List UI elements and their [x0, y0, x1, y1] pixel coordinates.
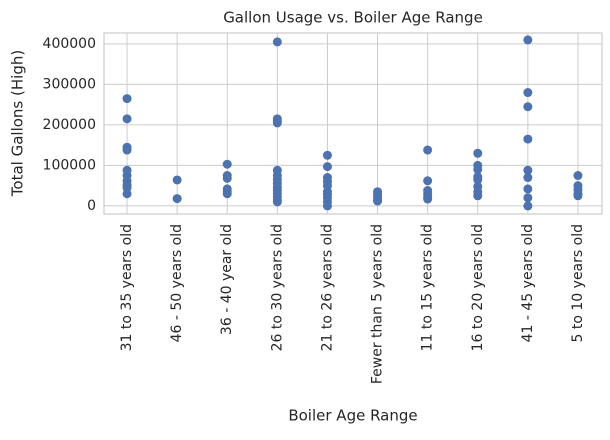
- scatter-point: [573, 191, 583, 201]
- scatter-point: [272, 37, 282, 47]
- scatter-point: [222, 159, 232, 169]
- y-tick-label: 100000: [43, 157, 96, 173]
- scatter-point: [523, 165, 533, 175]
- x-tick-label: 46 - 50 years old: [169, 224, 185, 342]
- scatter-point: [222, 189, 232, 199]
- x-tick-label: 21 to 26 years old: [319, 224, 335, 351]
- scatter-point: [423, 145, 433, 155]
- scatter-point: [573, 171, 583, 181]
- scatter-point: [122, 114, 132, 124]
- scatter-point: [172, 194, 182, 204]
- scatter-point: [272, 197, 282, 207]
- scatter-point: [473, 148, 483, 158]
- scatter-point: [172, 175, 182, 185]
- scatter-point: [523, 173, 533, 183]
- scatter-point: [122, 189, 132, 199]
- y-tick-label: 200000: [43, 117, 96, 133]
- scatter-point: [523, 102, 533, 112]
- scatter-point: [322, 150, 332, 160]
- scatter-point: [423, 194, 433, 204]
- y-axis-label: Total Gallons (High): [9, 50, 27, 197]
- scatter-point: [523, 88, 533, 98]
- x-tick-label: 16 to 20 years old: [470, 224, 486, 351]
- y-tick-label: 0: [87, 198, 96, 214]
- x-axis-label: Boiler Age Range: [288, 407, 417, 425]
- y-tick-label: 400000: [43, 36, 96, 52]
- scatter-point: [523, 184, 533, 194]
- scatter-point: [423, 176, 433, 186]
- scatter-point: [272, 118, 282, 128]
- scatter-point: [122, 145, 132, 155]
- chart-title: Gallon Usage vs. Boiler Age Range: [223, 9, 483, 27]
- scatter-point: [322, 201, 332, 211]
- x-tick-label: 31 to 35 years old: [119, 224, 135, 351]
- scatter-point: [122, 94, 132, 104]
- x-tick-label: 41 - 45 years old: [520, 224, 536, 342]
- scatter-point: [222, 173, 232, 183]
- x-tick-label: 5 to 10 years old: [570, 224, 586, 342]
- scatter-point: [473, 175, 483, 185]
- scatter-point: [523, 134, 533, 144]
- x-tick-label: 11 to 15 years old: [420, 224, 436, 351]
- scatter-point: [473, 191, 483, 201]
- x-tick-label: Fewer than 5 years old: [370, 224, 386, 384]
- x-tick-label: 36 - 40 year old: [219, 224, 235, 335]
- scatter-point: [523, 201, 533, 211]
- scatter-point: [322, 162, 332, 172]
- scatter-point: [523, 193, 533, 203]
- scatter-point: [473, 164, 483, 174]
- plot-area: [103, 32, 603, 215]
- scatter-point: [523, 35, 533, 45]
- scatter-point: [373, 196, 383, 206]
- x-tick-label: 26 to 30 years old: [269, 224, 285, 351]
- y-tick-label: 300000: [43, 76, 96, 92]
